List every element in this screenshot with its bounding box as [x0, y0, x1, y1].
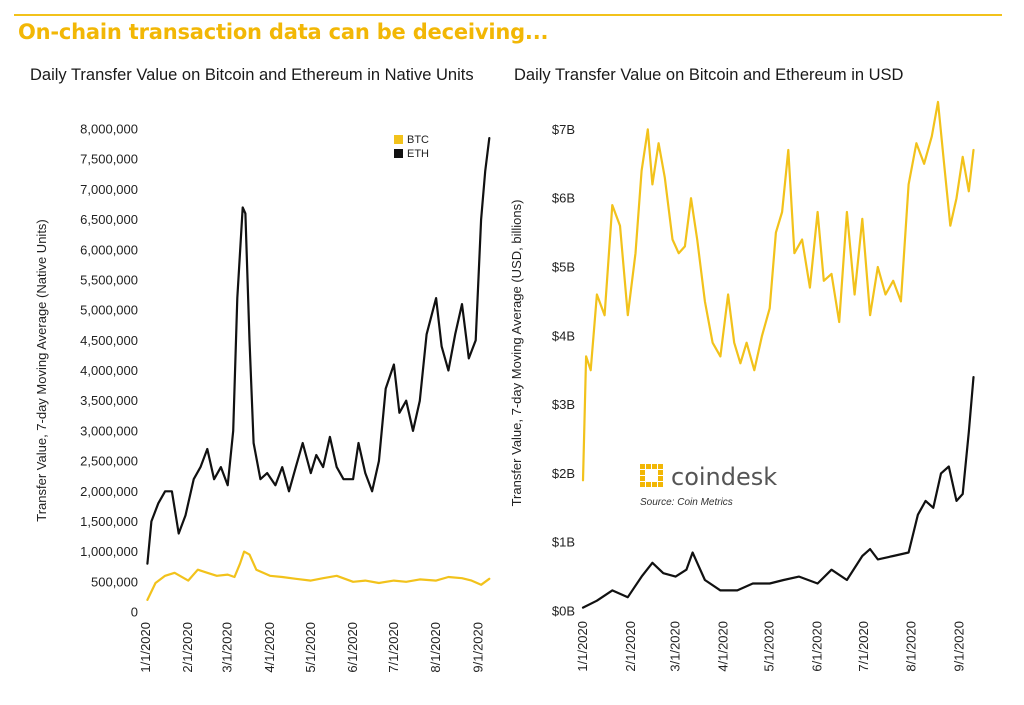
- left-ytick-label: 1,000,000: [80, 544, 138, 559]
- right-xtick-label: 8/1/2020: [904, 621, 919, 672]
- left-ytick-label: 6,000,000: [80, 242, 138, 257]
- right-ytick-label: $5B: [552, 260, 575, 275]
- right-ytick-label: $1B: [552, 535, 575, 550]
- right-xtick-label: 5/1/2020: [762, 621, 777, 672]
- left-xtick-label: 2/1/2020: [180, 622, 195, 673]
- right-ytick-label: $0B: [552, 604, 575, 619]
- right-xtick-label: 3/1/2020: [668, 621, 683, 672]
- right-xtick-label: 4/1/2020: [715, 621, 730, 672]
- right-xtick-label: 7/1/2020: [856, 621, 871, 672]
- right-ytick-label: $3B: [552, 397, 575, 412]
- right-eth-line: [581, 376, 975, 609]
- legend-swatch-eth: [394, 149, 403, 158]
- right-ytick-label: $4B: [552, 328, 575, 343]
- right-xtick-label: 1/1/2020: [575, 621, 590, 672]
- left-xtick-label: 1/1/2020: [138, 622, 153, 673]
- left-btc-line: [146, 550, 491, 602]
- headline: On-chain transaction data can be deceivi…: [18, 20, 549, 44]
- right-xtick-label: 2/1/2020: [623, 621, 638, 672]
- left-xtick-label: 5/1/2020: [303, 622, 318, 673]
- coindesk-logo-icon: [640, 464, 663, 487]
- left-ytick-label: 7,500,000: [80, 152, 138, 167]
- left-xtick-label: 8/1/2020: [428, 622, 443, 673]
- source-note: Source: Coin Metrics: [640, 497, 733, 508]
- right-btc-line: [581, 100, 975, 482]
- left-ytick-label: 4,500,000: [80, 333, 138, 348]
- coindesk-logo-text: coindesk: [671, 463, 777, 491]
- left-y-axis-label: Transfer Value, 7-day Moving Average (Na…: [34, 219, 49, 522]
- left-ytick-label: 2,500,000: [80, 454, 138, 469]
- left-ytick-label: 4,000,000: [80, 363, 138, 378]
- left-chart: 0 500,000 1,000,000 1,500,000 2,000,000 2,500…: [34, 122, 491, 673]
- left-ytick-label: 1,500,000: [80, 514, 138, 529]
- left-ytick-label: 7,000,000: [80, 182, 138, 197]
- right-chart: $0B $1B $2B $3B $4B $5B $6B $7B 1/1/2020 2/1/2020…: [509, 100, 975, 672]
- left-xtick-label: 6/1/2020: [345, 622, 360, 673]
- right-xtick-label: 9/1/2020: [952, 621, 967, 672]
- right-xtick-label: 6/1/2020: [810, 621, 825, 672]
- left-ytick-label: 2,000,000: [80, 484, 138, 499]
- left-ytick-label: 3,500,000: [80, 393, 138, 408]
- top-accent-rule: [14, 14, 1002, 16]
- left-xtick-label: 7/1/2020: [386, 622, 401, 673]
- right-chart-title: Daily Transfer Value on Bitcoin and Ethe…: [514, 66, 904, 84]
- left-ytick-label: 5,500,000: [80, 272, 138, 287]
- left-ytick-label: 6,500,000: [80, 212, 138, 227]
- legend-label-btc: BTC: [407, 134, 429, 146]
- right-ytick-label: $6B: [552, 191, 575, 206]
- coindesk-branding: coindesk Source: Coin Metrics: [640, 463, 777, 508]
- left-xtick-label: 9/1/2020: [470, 622, 485, 673]
- left-ytick-label: 8,000,000: [80, 122, 138, 137]
- legend-swatch-btc: [394, 135, 403, 144]
- left-chart-title: Daily Transfer Value on Bitcoin and Ethe…: [30, 66, 474, 84]
- left-xtick-label: 3/1/2020: [220, 622, 235, 673]
- left-ytick-label: 5,000,000: [80, 303, 138, 318]
- left-xtick-label: 4/1/2020: [262, 622, 277, 673]
- right-y-axis-label: Transfer Value, 7-day Moving Average (US…: [509, 200, 524, 507]
- left-ytick-label: 500,000: [91, 574, 138, 589]
- legend-label-eth: ETH: [407, 148, 429, 160]
- left-ytick-label: 0: [131, 605, 138, 620]
- left-eth-line: [146, 137, 491, 565]
- right-ytick-label: $2B: [552, 466, 575, 481]
- left-ytick-label: 3,000,000: [80, 423, 138, 438]
- right-ytick-label: $7B: [552, 122, 575, 137]
